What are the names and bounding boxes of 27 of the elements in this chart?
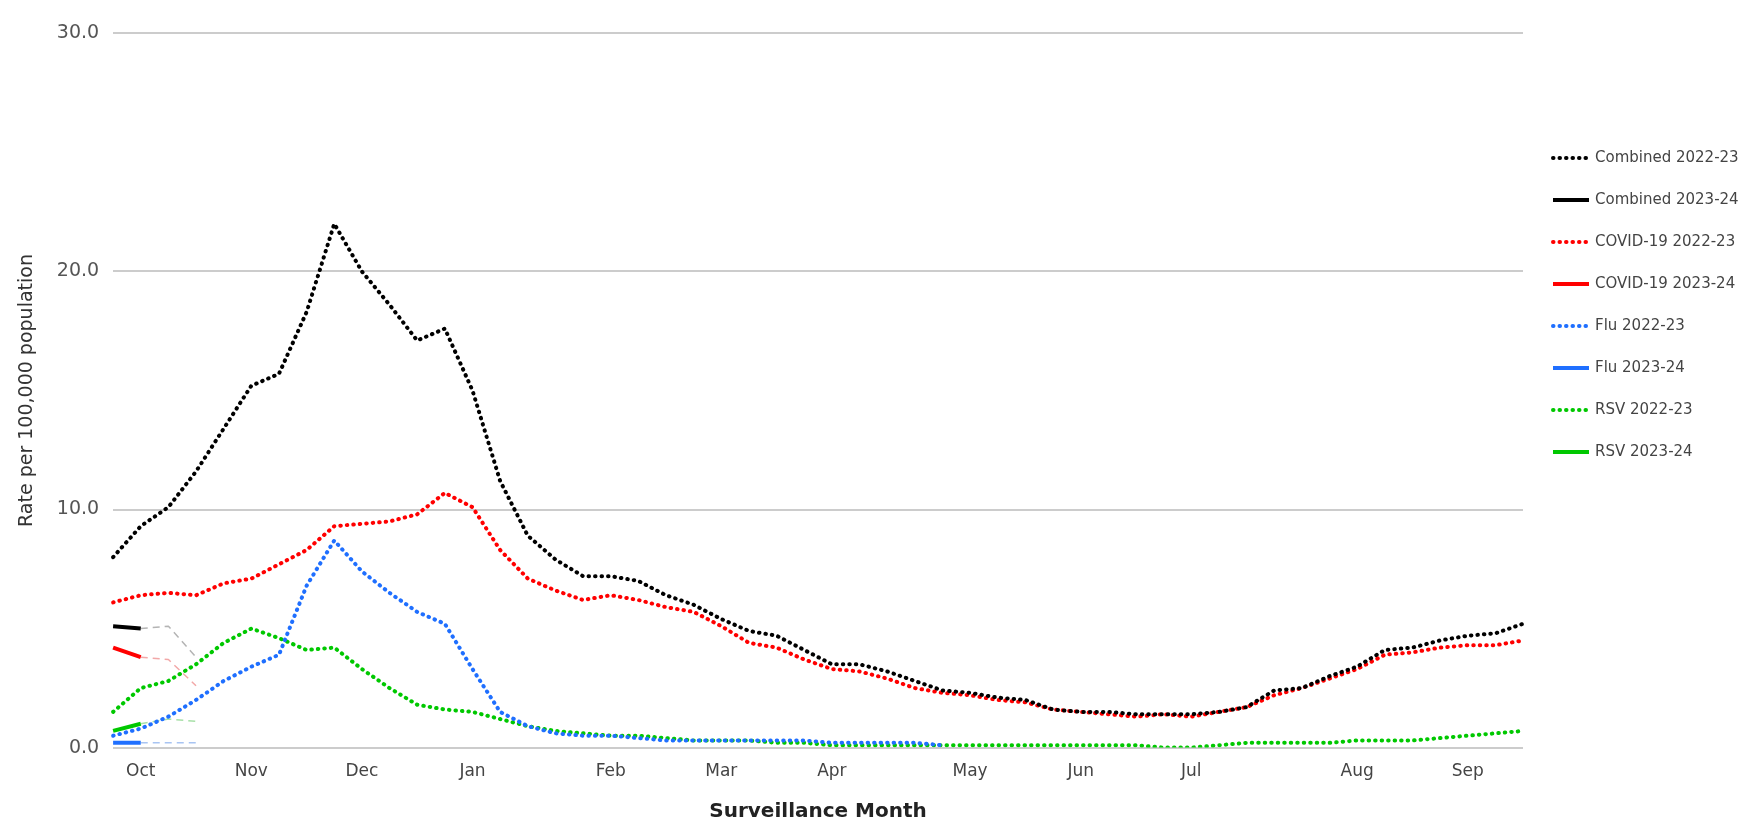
y-tick-label: 10.0	[56, 496, 100, 519]
x-tick-label: May	[952, 760, 988, 781]
x-tick-label: Mar	[705, 760, 738, 781]
x-tick-label: Apr	[817, 760, 847, 781]
legend-label: Flu 2023-24	[1595, 357, 1685, 376]
legend-label: Combined 2022-23	[1595, 147, 1739, 166]
x-tick-label: Aug	[1340, 760, 1374, 781]
x-tick-label: Oct	[126, 760, 156, 781]
y-tick-label: 20.0	[56, 258, 100, 281]
x-tick-label: Nov	[234, 760, 268, 781]
legend-label: RSV 2023-24	[1595, 441, 1693, 460]
y-axis-title: Rate per 100,000 population	[14, 254, 37, 527]
y-tick-label: 0.0	[68, 734, 100, 757]
y-tick-label: 30.0	[56, 20, 100, 43]
legend-label: RSV 2022-23	[1595, 399, 1693, 418]
legend-label: Flu 2022-23	[1595, 315, 1685, 334]
legend-label: Combined 2023-24	[1595, 189, 1739, 208]
x-tick-label: Feb	[595, 760, 626, 781]
legend-label: COVID-19 2022-23	[1595, 231, 1736, 250]
x-tick-label: Dec	[345, 760, 379, 781]
legend-label: COVID-19 2023-24	[1595, 273, 1736, 292]
x-axis-title: Surveillance Month	[709, 798, 927, 823]
x-tick-label: Jan	[458, 760, 486, 781]
x-tick-label: Jun	[1066, 760, 1094, 781]
x-tick-label: Sep	[1451, 760, 1484, 781]
line-series	[111, 221, 1525, 717]
x-tick-label: Jul	[1180, 760, 1202, 781]
